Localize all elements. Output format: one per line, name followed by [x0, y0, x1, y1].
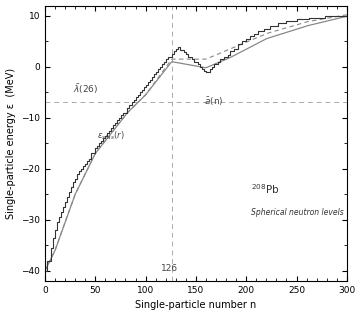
Text: $\bar{\lambda}$(26): $\bar{\lambda}$(26) — [73, 82, 99, 96]
Y-axis label: Single-particle energy ε  (MeV): Single-particle energy ε (MeV) — [5, 68, 16, 219]
Text: $\epsilon_{s/as}(r)$: $\epsilon_{s/as}(r)$ — [97, 129, 125, 142]
Text: $\bar{a}$(n): $\bar{a}$(n) — [204, 95, 223, 107]
Text: Spherical neutron levels: Spherical neutron levels — [251, 208, 344, 217]
Text: 126: 126 — [161, 264, 178, 273]
Text: $^{208}$Pb: $^{208}$Pb — [251, 182, 280, 196]
X-axis label: Single-particle number n: Single-particle number n — [135, 301, 257, 310]
